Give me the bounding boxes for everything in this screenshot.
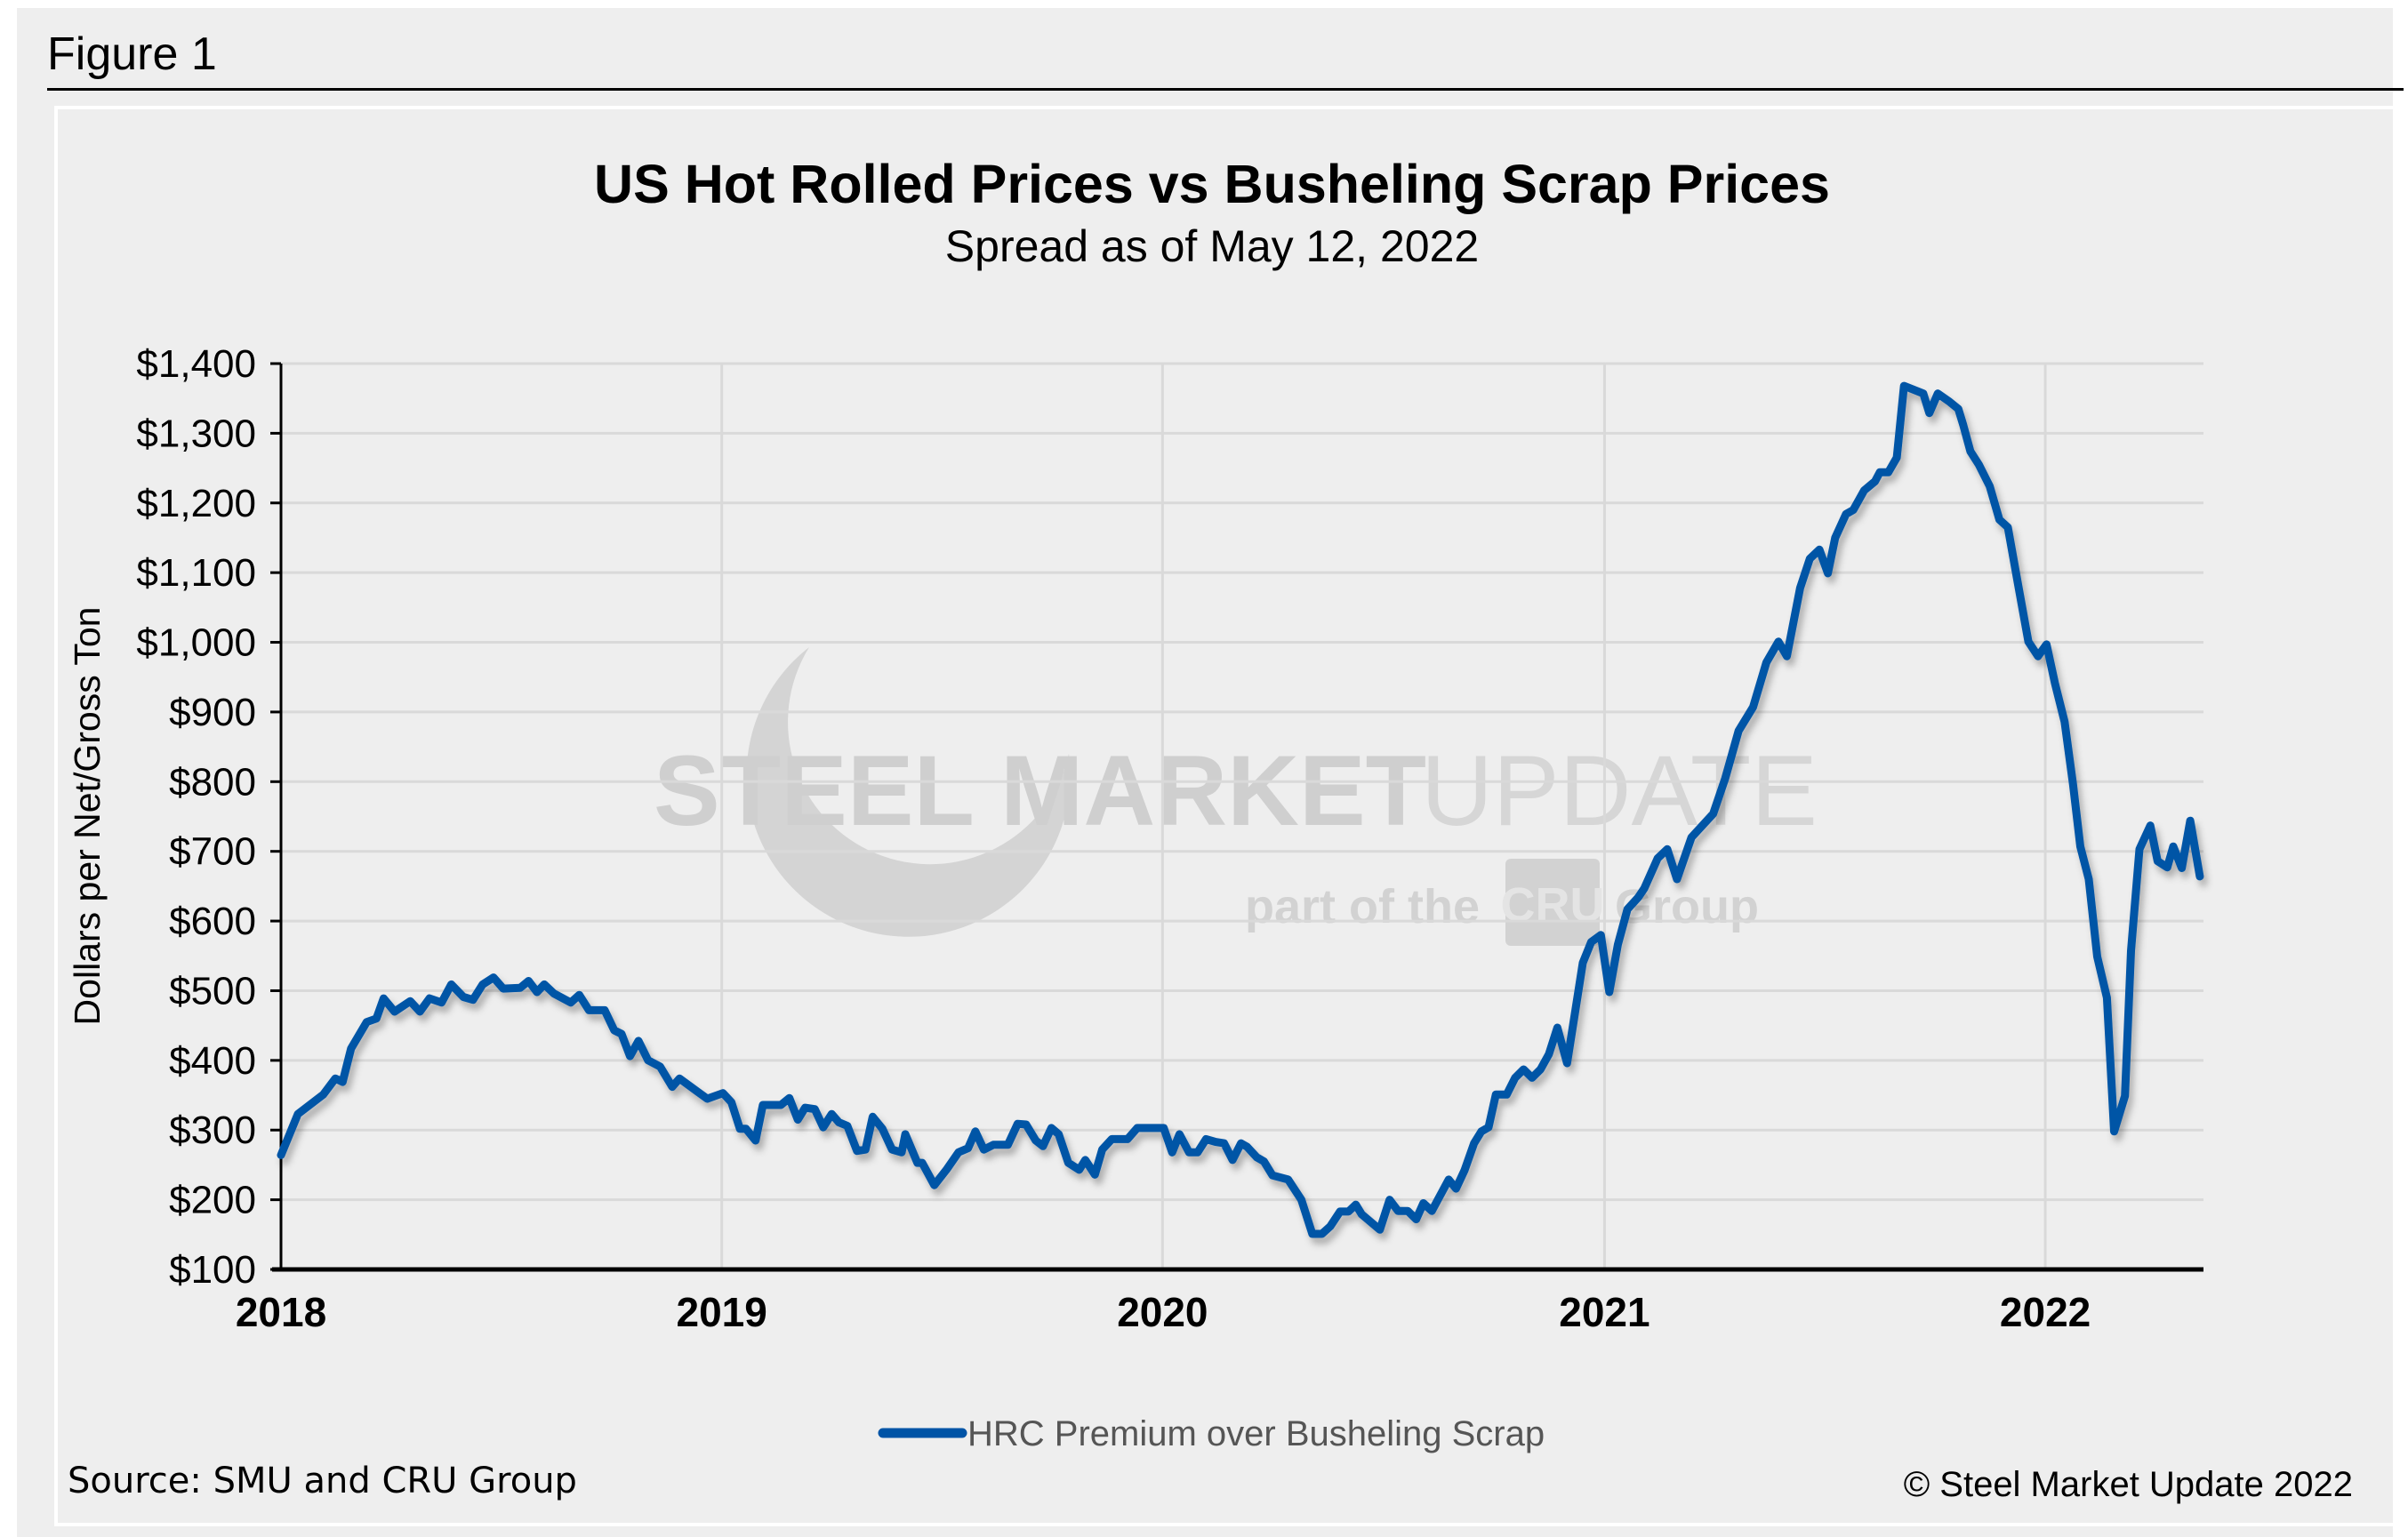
x-tick-label: 2020 [1117,1289,1208,1335]
chart-panel [54,106,2398,1526]
gridlines [281,362,2203,1269]
watermark-brand-light: UPDATE [1421,735,1818,846]
y-axis-title: Dollars per Net/Gross Ton [67,607,108,1026]
y-tick-label: $600 [169,900,256,943]
x-tick-label: 2021 [1559,1289,1649,1335]
y-tick-label: $300 [169,1109,256,1152]
source-note: Source: SMU and CRU Group [68,1461,577,1501]
figure-background: Figure 1 [17,8,2404,1537]
watermark-part-of: part of the [1245,880,1480,933]
axes [270,362,2203,1272]
watermark-cru-box [1505,859,1600,946]
y-tick-label: $800 [169,760,256,804]
x-tick-label: 2022 [2000,1289,2091,1335]
x-tick-label: 2018 [236,1289,326,1335]
watermark-logo: STEEL MARKET UPDATE part of the CRU Grou… [654,647,1818,946]
y-tick-label: $900 [169,691,256,734]
y-tick-label: $1,100 [136,551,256,595]
y-tick-label: $100 [169,1248,256,1292]
series-line-hrc-premium [277,381,2204,1238]
y-tick-label: $500 [169,969,256,1013]
y-tick-label: $700 [169,830,256,874]
x-tick-label: 2019 [677,1289,767,1335]
y-tick-label: $1,200 [136,482,256,525]
y-tick-label: $1,300 [136,412,256,455]
watermark-group: Group [1615,880,1759,933]
y-tick-labels: $100 $200 $300 $400 $500 $600 $700 $800 $900 $1,0… [136,342,256,1292]
watermark-crescent-icon [746,647,1071,937]
figure-divider [47,88,2404,91]
watermark-cru: CRU [1501,878,1605,932]
y-tick-label: $400 [169,1039,256,1083]
copyright-note: © Steel Market Update 2022 [1904,1465,2353,1504]
y-tick-label: $1,400 [136,342,256,386]
chart-subtitle: Spread as of May 12, 2022 [945,221,1479,271]
watermark-brand-bold: STEEL MARKET [654,735,1426,846]
legend[interactable]: HRC Premium over Busheling Scrap [878,1414,1545,1453]
series-layer [277,381,2204,1238]
y-tick-label: $1,000 [136,621,256,665]
chart-title: US Hot Rolled Prices vs Busheling Scrap … [594,154,1830,214]
legend-label: HRC Premium over Busheling Scrap [967,1414,1545,1453]
y-tick-label: $200 [169,1179,256,1222]
x-tick-labels: 2018 2019 2020 2021 2022 [236,1289,2091,1335]
figure-label: Figure 1 [47,28,217,80]
